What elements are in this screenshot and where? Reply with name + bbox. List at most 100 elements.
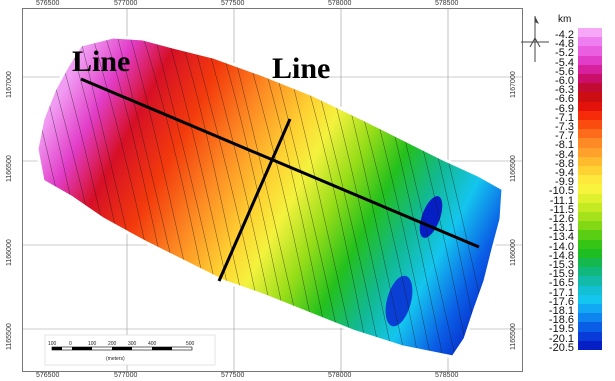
legend-swatch [578,184,602,195]
y-tick-left: 1165500 [6,323,13,350]
legend-label: -17.1 [548,286,574,299]
x-tick-bottom: 577000 [114,372,138,379]
legend-swatch [578,202,602,213]
legend-swatch [578,248,602,259]
legend-swatch [578,276,602,287]
y-tick-right: 1165500 [510,323,517,350]
legend-swatch [578,175,602,185]
y-tick-right: 1167000 [510,71,517,98]
legend-swatch [578,294,602,305]
legend-label: -18.6 [548,314,574,327]
legend-label: -8.4 [555,148,574,161]
legend-label: -8.1 [555,139,574,152]
legend-swatch [578,304,602,314]
y-tick-right: 1166000 [510,239,517,266]
legend-swatch [578,221,602,231]
legend-label: -8.8 [555,157,574,170]
legend-label: -13.4 [548,231,574,244]
x-tick-bottom: 577500 [221,372,245,379]
legend-label: -12.6 [548,213,574,225]
legend-swatch [578,101,602,112]
scale-tick: 200 [108,341,117,347]
legend-label: -4.2 [555,29,574,41]
profile-line-label-2: Line [272,52,331,85]
x-tick-top: 578500 [435,0,459,7]
legend-swatch [578,83,602,93]
north-arrow-icon [521,16,549,62]
scale-tick: 400 [148,341,157,347]
legend-label: -15.9 [548,268,574,281]
scale-bar: 100 0 100 200 300 400 500 (meters) [48,341,203,365]
x-tick-bottom: 578000 [328,372,352,379]
legend-label: -14.8 [548,249,574,262]
legend-swatch [578,230,602,241]
legend-label: -9.9 [555,176,574,189]
x-tick-bottom: 576500 [36,372,60,379]
legend-label: -7.3 [555,121,574,133]
legend-swatch [578,258,602,268]
legend-label: -9.4 [555,167,574,179]
y-tick-left: 1166000 [6,239,13,266]
legend-swatch [578,64,602,75]
legend-swatch [578,138,602,149]
legend-label: -19.5 [548,323,574,336]
legend-label: -5.2 [555,47,574,60]
legend-label: -20.5 [548,341,574,354]
legend-label: -17.6 [548,295,574,308]
legend-swatch [578,267,602,277]
legend-label: -10.5 [548,185,574,198]
legend-swatch [578,147,602,158]
legend-swatch [578,285,602,296]
legend-label: -11.5 [549,203,574,216]
legend-swatch [578,129,602,139]
legend-swatch [578,322,602,333]
scale-tick: 100 [48,341,57,347]
x-tick-top: 576500 [36,0,60,7]
survey-map [23,9,522,371]
map-frame [22,8,523,372]
legend-label: -5.4 [555,56,574,69]
legend-label: -6.3 [555,84,574,97]
x-tick-top: 577500 [221,0,245,7]
color-legend: km -4.2 -4.8 -5.2 -5.4 -5.6 -6.0 -6.3 -6.6 -6.9-… [538,14,610,354]
profile-line-2 [217,118,292,282]
legend-swatch [578,46,602,57]
legend-swatch [578,28,602,38]
legend-swatch [578,239,602,250]
profile-line-label-1: Line [72,45,131,78]
scale-tick: 500 [186,341,195,347]
legend-label: -7.7 [555,130,574,143]
legend-swatch [578,156,602,167]
legend-unit: km [558,14,572,25]
scale-bar-graphic [51,346,193,351]
scale-unit: (meters) [106,356,125,362]
legend-label: -6.6 [555,93,574,106]
legend-label: -16.5 [548,277,574,290]
legend-label: -6.0 [555,75,574,87]
legend-swatch [578,55,602,66]
legend-label: -6.9 [555,102,574,115]
legend-label: -20.1 [548,332,574,345]
y-tick-left: 1167000 [6,71,13,98]
legend-label: -7.1 [555,111,574,124]
legend-swatch [578,92,602,103]
legend-label: -18.1 [548,305,574,317]
legend-label: -5.6 [555,65,574,78]
y-tick-right: 1166500 [510,155,517,182]
scale-tick: 100 [88,341,97,347]
y-tick-left: 1166500 [6,155,13,182]
profile-line-1 [80,77,480,249]
legend-swatch [578,37,602,47]
x-tick-top: 577000 [114,0,138,7]
legend-label: -15.3 [548,259,574,271]
legend-swatch [578,193,602,204]
legend-swatch [578,340,602,351]
legend-label: -13.1 [548,222,574,235]
scale-tick: 300 [128,341,137,347]
legend-swatch [578,331,602,342]
legend-swatch [578,313,602,323]
x-tick-bottom: 578500 [435,372,459,379]
x-tick-top: 578000 [328,0,352,7]
legend-swatch [578,166,602,176]
legend-swatch [578,74,602,84]
